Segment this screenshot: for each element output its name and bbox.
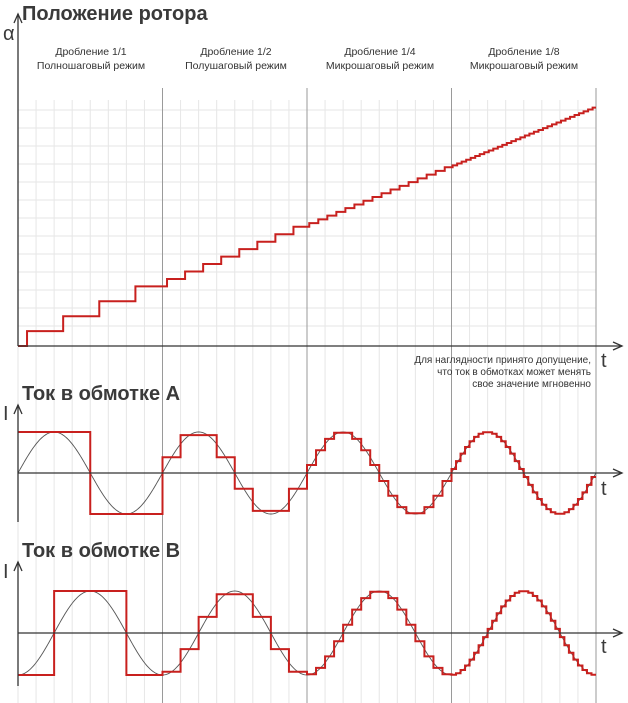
coil-b-current-panel: Ток в обмотке B I t (3, 540, 607, 658)
rotor-y-axis-arrowhead (13, 12, 23, 24)
coil-a-x-axis-label: t (601, 478, 607, 500)
rotor-y-axis-label: α (3, 23, 15, 45)
mode-1-name: Дробление 1/1 (55, 46, 126, 58)
coil-a-y-axis-label: I (3, 403, 9, 425)
rotor-x-axis-label: t (601, 350, 607, 372)
coil-a-y-axis-arrowhead (13, 403, 23, 415)
coil-b-step-curve (18, 590, 596, 676)
mode-labels: Дробление 1/1 Полношаговый режим Дроблен… (37, 46, 578, 72)
coil-b-x-axis-arrowhead (612, 628, 624, 638)
coil-b-y-axis-label: I (3, 561, 9, 583)
mode-2-desc: Полушаговый режим (185, 60, 287, 72)
rotor-x-axis-arrowhead (612, 341, 624, 351)
mode-4-name: Дробление 1/8 (488, 46, 559, 58)
rotor-position-curve (18, 106, 596, 347)
rotor-title: Положение ротора (22, 3, 208, 25)
mode-4-desc: Микрошаговый режим (470, 60, 578, 72)
axes (13, 12, 624, 686)
mode-3-desc: Микрошаговый режим (326, 60, 434, 72)
mode-2-name: Дробление 1/2 (200, 46, 271, 58)
coil-a-title: Ток в обмотке A (22, 383, 180, 405)
note-line-2: что ток в обмотках может менять (437, 366, 591, 378)
coil-b-y-axis-arrowhead (13, 560, 23, 572)
coil-b-title: Ток в обмотке B (22, 540, 180, 562)
mode-3-name: Дробление 1/4 (344, 46, 415, 58)
coil-a-step-curve (18, 431, 596, 515)
note-line-1: Для наглядности принято допущение, (414, 355, 591, 366)
coil-b-x-axis-label: t (601, 636, 607, 658)
note-line-3: свое значение мгновенно (472, 379, 591, 390)
coil-a-x-axis-arrowhead (612, 468, 624, 478)
assumption-note: Для наглядности принято допущение, что т… (414, 355, 591, 390)
coil-a-current-panel: Ток в обмотке A I t (3, 383, 607, 500)
mode-1-desc: Полношаговый режим (37, 60, 145, 72)
rotor-position-panel: Положение ротора α t Дробление 1/1 Полно… (3, 3, 607, 390)
